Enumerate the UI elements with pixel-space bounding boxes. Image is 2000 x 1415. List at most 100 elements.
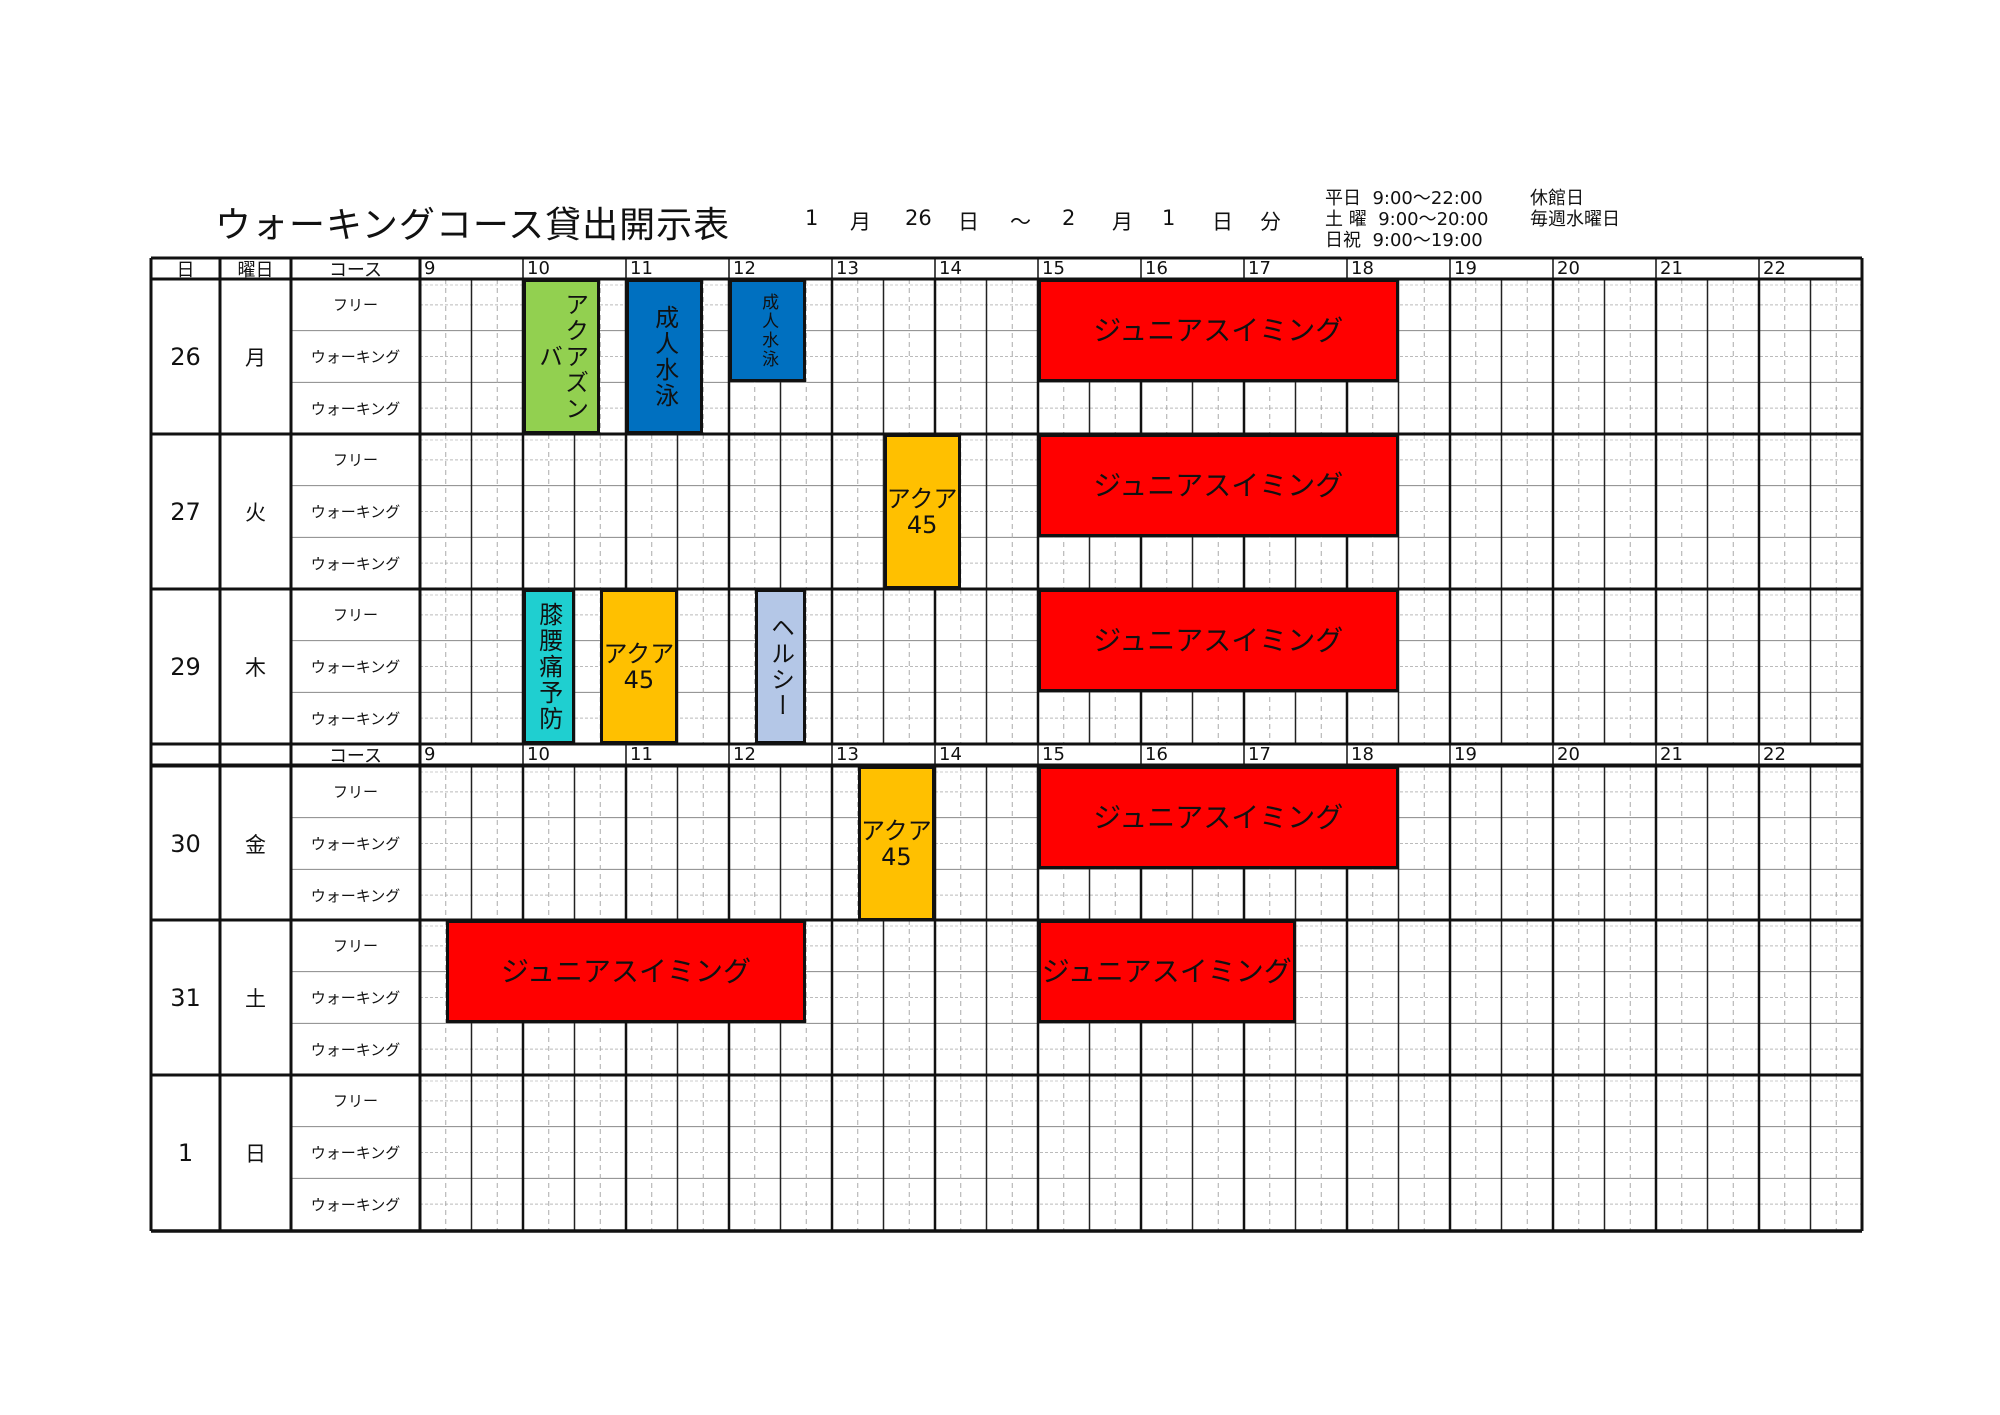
event-block[interactable]: 成人水泳	[729, 279, 807, 383]
lane-label: ウォーキング	[310, 347, 401, 366]
event-label: アクア 45	[860, 816, 932, 871]
day-number: 26	[170, 342, 201, 371]
closed-label: 休館日	[1530, 188, 1584, 209]
event-block[interactable]: ジュニアスイミング	[445, 920, 807, 1024]
event-label: 成人水泳	[650, 304, 679, 409]
hour-label: 18	[1351, 258, 1374, 279]
lane-label: ウォーキング	[310, 988, 401, 1007]
event-block[interactable]: アクア 45	[600, 589, 678, 744]
hour-label: 21	[1660, 258, 1683, 279]
day-number: 30	[170, 829, 201, 858]
event-label: ジュニアスイミング	[1093, 800, 1344, 834]
hours-time: 9:00～19:00	[1372, 230, 1483, 251]
event-label: アクア 45	[603, 639, 675, 694]
hour-label: 17	[1248, 258, 1271, 279]
closed-value: 毎週水曜日	[1530, 209, 1620, 230]
event-label: ジュニアスイミング	[1093, 313, 1344, 347]
weekday: 土	[245, 986, 266, 1011]
hour-label: 15	[1042, 744, 1065, 765]
lane-label: フリー	[332, 1092, 378, 1111]
date-range-part: 日	[1212, 210, 1233, 234]
lane-label: ウォーキング	[310, 1040, 401, 1059]
event-block[interactable]: アクア 45	[883, 434, 961, 589]
event-block[interactable]: 膝腰痛予防	[523, 589, 575, 744]
date-range-part: 分	[1260, 210, 1281, 234]
date-range-part: ～	[1010, 210, 1031, 234]
event-label: アクア 45	[886, 484, 958, 539]
lane-label: ウォーキング	[310, 886, 401, 905]
lane-label: ウォーキング	[310, 709, 401, 728]
hour-label: 15	[1042, 258, 1065, 279]
day-number: 29	[170, 652, 201, 681]
hour-label: 11	[630, 744, 653, 765]
hour-label: 13	[836, 744, 859, 765]
hour-label: 17	[1248, 744, 1271, 765]
date-range-part: 月	[850, 210, 871, 234]
hour-label: 14	[939, 258, 962, 279]
weekday: 日	[245, 1141, 266, 1166]
event-block[interactable]: ジュニアスイミング	[1038, 279, 1399, 383]
event-label: ジュニアスイミング	[1041, 954, 1292, 988]
lane-label: ウォーキング	[310, 554, 401, 573]
hour-label: 18	[1351, 744, 1374, 765]
hours-label: 土 曜	[1325, 209, 1367, 230]
header-course: コース	[328, 745, 383, 767]
hour-label: 21	[1660, 744, 1683, 765]
lane-label: ウォーキング	[310, 1143, 401, 1162]
date-range-part: 26	[905, 206, 932, 230]
hour-label: 10	[527, 744, 550, 765]
weekday: 木	[245, 655, 266, 680]
lane-label: フリー	[332, 937, 378, 956]
day-number: 1	[177, 1138, 194, 1167]
lane-label: フリー	[332, 451, 378, 470]
event-block[interactable]: ジュニアスイミング	[1038, 434, 1399, 538]
hours-time: 9:00～20:00	[1378, 209, 1489, 230]
event-label: ジュニアスイミング	[1093, 623, 1344, 657]
lane-label: ウォーキング	[310, 834, 401, 853]
event-block[interactable]: 成人水泳	[626, 279, 704, 434]
hour-label: 16	[1145, 258, 1168, 279]
lane-label: ウォーキング	[310, 657, 401, 676]
day-number: 27	[170, 497, 201, 526]
event-block[interactable]: ヘルシー	[754, 589, 807, 744]
hour-label: 16	[1145, 744, 1168, 765]
date-range-part: 1	[805, 206, 819, 230]
lane-label: フリー	[332, 606, 378, 625]
opening-hours: 平日 9:00～22:00 土 曜 9:00～20:00 日祝 9:00～19:…	[1325, 188, 1488, 251]
event-label: ジュニアスイミング	[500, 954, 752, 988]
hours-saturday: 土 曜 9:00～20:00	[1325, 209, 1488, 230]
event-label: ジュニアスイミング	[1093, 468, 1344, 502]
day-number: 31	[170, 983, 201, 1012]
hour-label: 20	[1557, 258, 1580, 279]
event-block[interactable]: ジュニアスイミング	[1038, 766, 1399, 870]
hours-time: 9:00～22:00	[1372, 188, 1483, 209]
weekday: 火	[245, 500, 266, 525]
hour-label: 14	[939, 744, 962, 765]
date-range-part: 日	[958, 210, 979, 234]
header-course: コース	[328, 259, 383, 281]
event-block[interactable]: ジュニアスイミング	[1038, 920, 1296, 1024]
event-block[interactable]: ジュニアスイミング	[1038, 589, 1399, 693]
weekday: 金	[245, 832, 266, 857]
hour-label: 11	[630, 258, 653, 279]
hour-label: 19	[1454, 258, 1477, 279]
hour-label: 10	[527, 258, 550, 279]
hour-label: 9	[424, 258, 436, 279]
header-day: 日	[176, 259, 195, 281]
event-block[interactable]: アクア 45	[857, 766, 935, 921]
lane-label: フリー	[332, 783, 378, 802]
hours-weekday: 平日 9:00～22:00	[1325, 188, 1488, 209]
event-label: 膝腰痛予防	[534, 601, 563, 732]
date-range-part: 月	[1112, 210, 1133, 234]
header-weekday: 曜日	[237, 259, 274, 281]
hours-label: 平日	[1325, 188, 1361, 209]
hour-label: 12	[733, 744, 756, 765]
lane-label: ウォーキング	[310, 502, 401, 521]
hour-label: 20	[1557, 744, 1580, 765]
event-block[interactable]: アクアズンバ	[523, 279, 601, 434]
hours-label: 日祝	[1325, 230, 1361, 251]
closed-day: 休館日 毎週水曜日	[1530, 188, 1620, 230]
date-range-part: 2	[1062, 206, 1076, 230]
lane-label: ウォーキング	[310, 399, 401, 418]
date-range-part: 1	[1162, 206, 1176, 230]
